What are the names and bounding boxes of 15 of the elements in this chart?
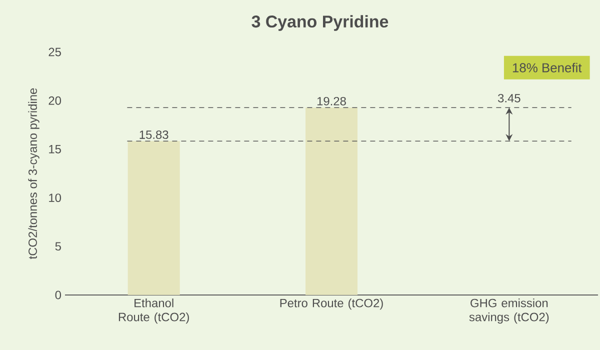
data-label: 19.28 <box>317 96 346 106</box>
y-tick-label: 5 <box>55 242 61 251</box>
y-tick-label: 10 <box>49 194 62 202</box>
annotation: 18% Benefit <box>512 62 582 72</box>
x-tick-label: Petro Route (tCO2) <box>280 298 383 310</box>
y-tick-label: 20 <box>48 96 62 105</box>
y-tick-label: 15 <box>49 145 61 154</box>
data-label: 15.83 <box>140 130 168 139</box>
y-tick-label: 25 <box>48 48 61 56</box>
y-tick-label: 0 <box>55 290 62 300</box>
x-tick-label: Ethanol Route (tCO2) <box>118 298 189 324</box>
annotation: 3.45 <box>498 94 520 102</box>
chart-title: 3 Cyano Pyridine <box>252 15 388 31</box>
x-tick-label: GHG emission savings (tCO2) <box>469 298 549 324</box>
y-axis-title: tCO2/tonnes of 3-cyano pyridine <box>28 88 40 260</box>
